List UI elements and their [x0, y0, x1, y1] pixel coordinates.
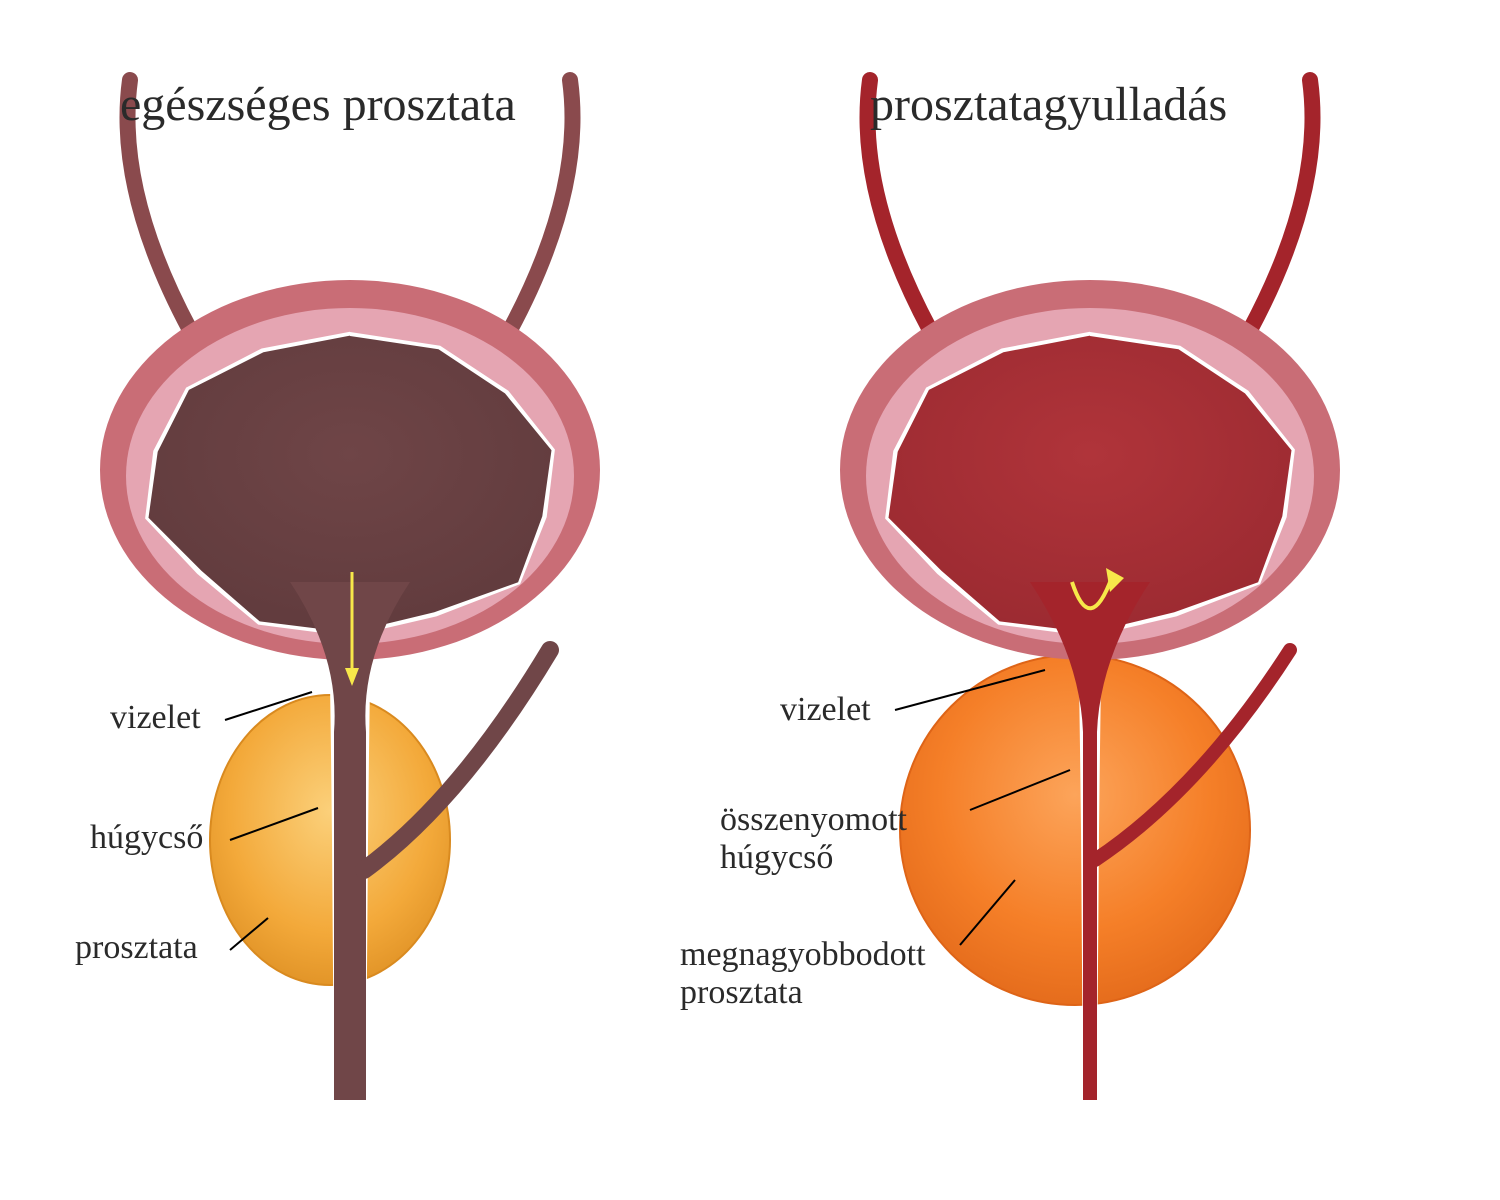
- title-healthy: egészséges prosztata: [120, 78, 516, 131]
- title-inflamed: prosztatagyulladás: [870, 78, 1227, 131]
- label-healthy-prosztata: prosztata: [75, 929, 198, 966]
- prostate: [900, 655, 1250, 1005]
- label-inflamed-prosztata: megnagyobbodottprosztata: [680, 936, 926, 1011]
- label-healthy-vizelet: vizelet: [110, 699, 201, 736]
- label-inflamed-vizelet: vizelet: [780, 691, 871, 728]
- ureter-right: [510, 80, 573, 330]
- ureter-right: [1250, 80, 1313, 330]
- label-inflamed-hugycso: összenyomotthúgycső: [720, 801, 908, 876]
- label-healthy-hugycso: húgycső: [90, 819, 203, 856]
